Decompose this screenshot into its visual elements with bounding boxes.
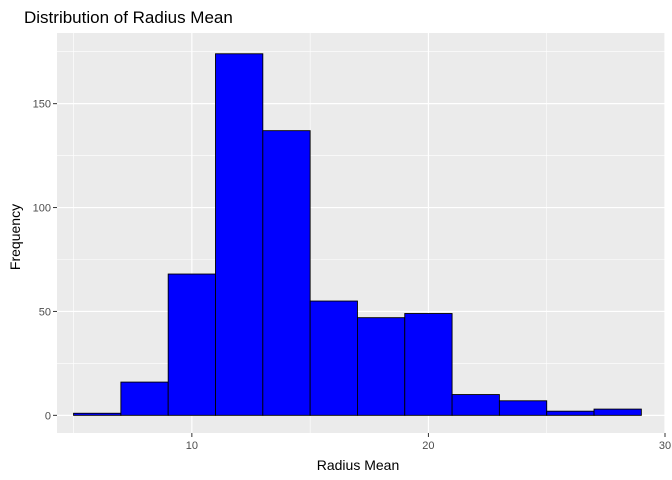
y-tick-label: 50 (39, 306, 51, 318)
x-axis-ticks: 10 20 30 (186, 433, 671, 452)
histogram-bars (73, 53, 642, 416)
x-axis-title: Radius Mean (317, 457, 400, 473)
histogram-bar (309, 300, 358, 416)
x-tick-label: 30 (659, 440, 671, 452)
y-tick-label: 100 (33, 203, 51, 215)
histogram-bar (167, 273, 216, 416)
x-tick-label: 10 (186, 440, 198, 452)
histogram-bar (73, 412, 122, 416)
chart-title: Distribution of Radius Mean (24, 8, 233, 27)
histogram-bar (451, 394, 500, 416)
y-axis-ticks: 0 50 100 150 (33, 99, 57, 422)
y-tick-label: 0 (45, 410, 51, 422)
histogram-bar (404, 313, 453, 416)
y-tick-label: 150 (33, 99, 51, 111)
histogram-bar (120, 381, 169, 416)
histogram-bar (593, 408, 642, 416)
histogram-bar (498, 400, 548, 416)
histogram-bar (546, 410, 595, 416)
y-axis-title: Frequency (7, 204, 23, 270)
histogram-bar (262, 130, 311, 416)
x-tick-label: 20 (422, 440, 434, 452)
histogram-bar (215, 53, 264, 416)
histogram-bar (357, 317, 406, 416)
